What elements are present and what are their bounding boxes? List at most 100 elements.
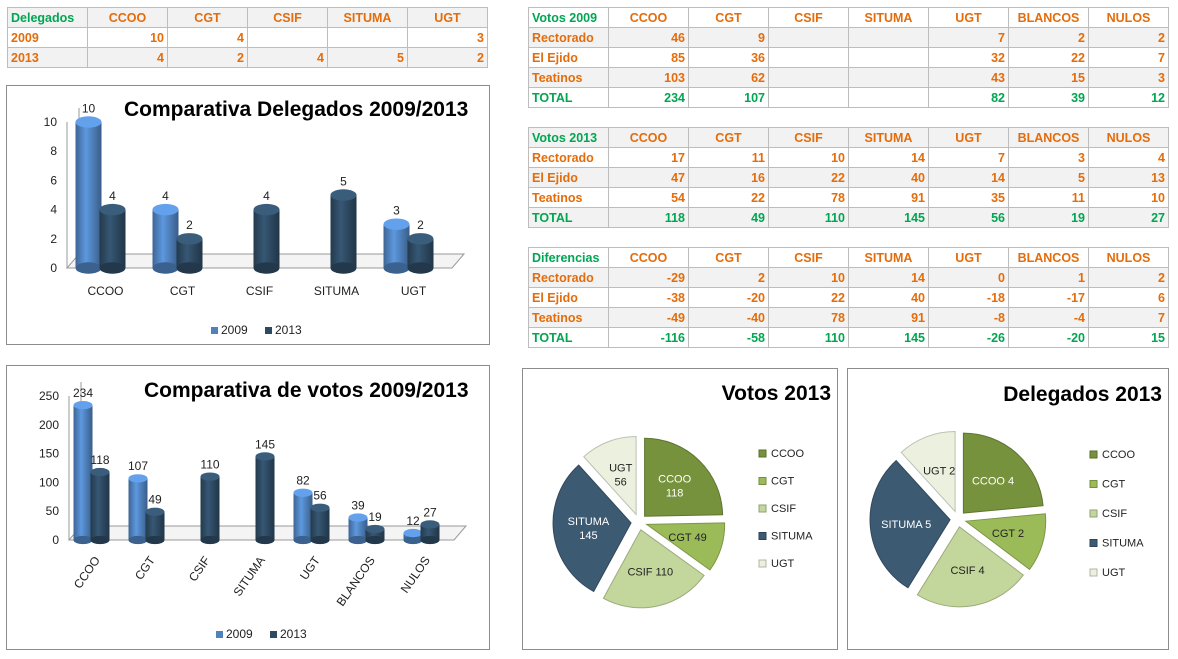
- table-cell: 2: [1088, 27, 1169, 48]
- data-label: 107: [128, 459, 148, 473]
- table-cell: 49: [688, 207, 769, 228]
- column-header: CSIF: [768, 127, 849, 148]
- table-corner-label: Votos 2009: [528, 7, 609, 28]
- row-label: Rectorado: [528, 147, 609, 168]
- column-header: CGT: [688, 127, 769, 148]
- table-cell: 15: [1008, 67, 1089, 88]
- table-cell: 32: [928, 47, 1009, 68]
- legend-label: CSIF: [1102, 508, 1127, 520]
- table-cell: 4: [87, 47, 168, 68]
- table-cell: 82: [928, 87, 1009, 108]
- y-tick-label: 100: [39, 475, 59, 489]
- column-header: UGT: [928, 127, 1009, 148]
- table-cell: [848, 67, 929, 88]
- row-label: Rectorado: [528, 27, 609, 48]
- table-cell: 11: [688, 147, 769, 168]
- table-cell: 9: [688, 27, 769, 48]
- y-tick-label: 200: [39, 418, 59, 432]
- table-cell: 4: [1088, 147, 1169, 168]
- table-cell: -116: [608, 327, 689, 348]
- row-label: El Ejido: [528, 287, 609, 308]
- table-cell: 11: [1008, 187, 1089, 208]
- bar-2009-ugt: [383, 218, 410, 274]
- table-cell: -4: [1008, 307, 1089, 328]
- table-cell: 46: [608, 27, 689, 48]
- slice-label: CGT 2: [992, 528, 1024, 540]
- table-cell: 4: [247, 47, 328, 68]
- table-cell: [848, 87, 929, 108]
- data-label: 19: [368, 510, 382, 524]
- x-tick-label: CSIF: [186, 554, 213, 584]
- table-cell: -18: [928, 287, 1009, 308]
- legend-label: 2013: [275, 323, 302, 337]
- table-cell: 2: [1008, 27, 1089, 48]
- column-header: CGT: [688, 7, 769, 28]
- x-tick-label: CGT: [170, 284, 196, 298]
- table-cell: 103: [608, 67, 689, 88]
- column-header: NULOS: [1088, 247, 1169, 268]
- table-cell: [768, 87, 849, 108]
- table-cell: -58: [688, 327, 769, 348]
- table-cell: 19: [1008, 207, 1089, 228]
- column-header: SITUMA: [848, 7, 929, 28]
- y-tick-label: 250: [39, 389, 59, 403]
- column-header: BLANCOS: [1008, 7, 1089, 28]
- table-cell: -49: [608, 307, 689, 328]
- table-cell: [848, 47, 929, 68]
- table-cell: 1: [1008, 267, 1089, 288]
- table-cell: 7: [1088, 307, 1169, 328]
- column-header: NULOS: [1088, 7, 1169, 28]
- table-cell: [768, 47, 849, 68]
- pie-slice-csif: [602, 529, 705, 609]
- legend-label: 2009: [221, 323, 248, 337]
- x-tick-label: SITUMA: [230, 554, 267, 599]
- chart-title: Comparativa Delegados 2009/2013: [124, 98, 469, 121]
- table-cell: 2: [1088, 267, 1169, 288]
- legend-label: UGT: [1102, 567, 1126, 579]
- data-label: 27: [423, 505, 437, 519]
- y-tick-label: 8: [50, 144, 57, 158]
- data-label: 4: [109, 189, 116, 203]
- bar-2013-ccoo: [90, 467, 110, 545]
- column-header: UGT: [928, 7, 1009, 28]
- data-label: 3: [393, 203, 400, 217]
- table-cell: [848, 27, 929, 48]
- pie-slice-situma: [869, 459, 951, 589]
- pie-slice-situma: [552, 464, 632, 593]
- y-tick-label: 10: [44, 115, 58, 129]
- delegados-bar-chart: Comparativa Delegados 2009/2013 0 2 4 6 8 10 1…: [6, 85, 490, 345]
- table-cell: 7: [1088, 47, 1169, 68]
- votos-bar-chart: Comparativa de votos 2009/2013 0 50 100 150…: [6, 365, 490, 650]
- table-cell: -17: [1008, 287, 1089, 308]
- table-cell: 10: [1088, 187, 1169, 208]
- data-label: 4: [263, 189, 270, 203]
- legend: 2009 2013: [216, 627, 307, 641]
- bar-2009-blancos: [348, 513, 368, 545]
- pie-slice-ugt: [900, 431, 956, 513]
- slice-label: SITUMA 5: [881, 519, 931, 531]
- votos-2009-table: Votos 2009 CCOO CGT CSIF SITUMA UGT BLANCOS NUL…: [528, 7, 1169, 108]
- bar-2013-nulos: [420, 520, 440, 545]
- column-header: CCOO: [608, 127, 689, 148]
- x-tick-label: BLANCOS: [334, 554, 378, 609]
- table-cell: 14: [848, 267, 929, 288]
- data-label: 234: [73, 386, 93, 400]
- column-header: BLANCOS: [1008, 247, 1089, 268]
- x-tick-label: NULOS: [398, 554, 433, 596]
- table-cell: 35: [928, 187, 1009, 208]
- delegados-2013-pie-chart: Delegados 2013 CCOO 4 CGT 2 CSIF 4 SITUMA 5…: [847, 368, 1169, 650]
- slice-label: UGT 2: [923, 466, 955, 478]
- row-label: TOTAL: [528, 327, 609, 348]
- table-cell: 6: [1088, 287, 1169, 308]
- data-label: 4: [162, 189, 169, 203]
- delegados-table: Delegados CCOO CGT CSIF SITUMA UGT 2009 10 4 3 201…: [7, 7, 488, 68]
- column-header: SITUMA: [848, 247, 929, 268]
- votos-2013-pie-chart: Votos 2013 CCOO 118 CGT 49 CSIF 110 SITUMA 14…: [522, 368, 838, 650]
- table-cell: 16: [688, 167, 769, 188]
- x-tick-label: SITUMA: [314, 284, 359, 298]
- chart-title: Comparativa de votos 2009/2013: [144, 379, 469, 402]
- legend-label: 2013: [280, 627, 307, 641]
- slice-label: CCOO 4: [972, 476, 1014, 488]
- table-cell: 2: [688, 267, 769, 288]
- table-cell: 2: [167, 47, 248, 68]
